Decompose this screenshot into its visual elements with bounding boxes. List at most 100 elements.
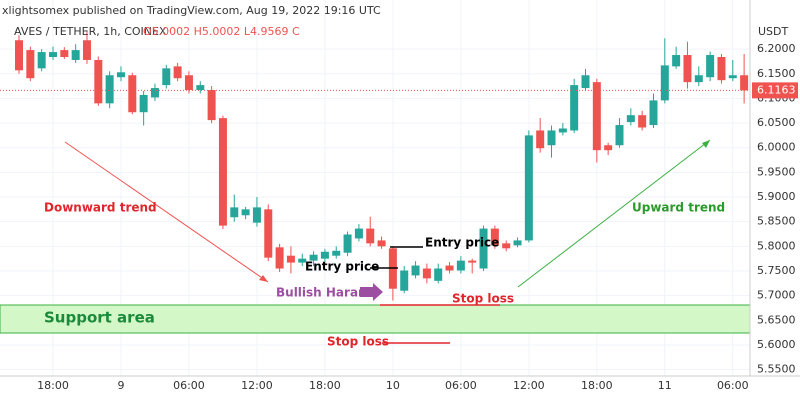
candle-body: [252, 207, 261, 223]
annotation: Support area: [44, 309, 155, 327]
x-tick-label: 10: [386, 379, 400, 392]
candle-body: [660, 65, 669, 101]
annotation: Entry price: [305, 260, 379, 274]
arrow-head: [702, 140, 710, 148]
x-tick-label: 9: [117, 379, 124, 392]
x-tick-label: 12:00: [241, 379, 273, 392]
candle-body: [184, 75, 193, 91]
y-tick-label: 5.5500: [757, 363, 796, 376]
annotation: Bullish Harami: [276, 286, 375, 300]
candle-body: [740, 75, 749, 91]
candle-body: [524, 135, 533, 241]
candle-body: [377, 240, 386, 247]
candle-body: [207, 90, 216, 121]
up-arrow: [517, 139, 711, 288]
candle-body: [717, 56, 726, 81]
candle-body: [502, 243, 511, 249]
y-tick-label: 5.8000: [757, 239, 796, 252]
last-price-box: [752, 82, 798, 99]
y-tick-label: 5.6500: [757, 313, 796, 326]
annotation: Upward trend: [632, 201, 725, 215]
x-tick-label: 18:00: [581, 379, 613, 392]
candle-body: [173, 66, 182, 79]
y-tick-label: 6.0500: [757, 116, 796, 129]
candle-body: [275, 247, 284, 269]
candle-body: [286, 255, 295, 263]
annotation: Stop loss: [327, 335, 389, 349]
candle-body: [116, 72, 125, 78]
candle-body: [490, 228, 499, 246]
arrow-head: [259, 275, 268, 282]
candle-body: [162, 68, 171, 86]
candle-body: [48, 52, 57, 57]
candle-body: [332, 250, 341, 256]
y-tick-label: 6.1500: [757, 67, 796, 80]
candle-body: [706, 55, 715, 78]
candle-body: [468, 260, 477, 263]
annotation: Entry price: [425, 236, 499, 250]
candle-body: [128, 75, 137, 113]
candle-body: [581, 75, 590, 89]
down-arrow: [64, 141, 269, 283]
candle-body: [218, 118, 227, 226]
candle-body: [604, 145, 613, 151]
candle-body: [400, 270, 409, 291]
y-tick-label: 5.8500: [757, 215, 796, 228]
candle-body: [150, 88, 159, 98]
symbol: AVES / TETHER, 1h, COINEX: [14, 25, 167, 38]
candle-body: [422, 268, 431, 279]
candle-body: [105, 75, 114, 104]
candle-body: [60, 50, 69, 57]
candle-body: [196, 85, 205, 91]
candle-body: [570, 85, 579, 131]
candle-body: [649, 100, 658, 126]
y-tick-label: 6.0000: [757, 141, 796, 154]
candle-body: [445, 265, 454, 271]
y-tick-label: 6.2000: [757, 42, 796, 55]
harami-arrow: [360, 283, 383, 301]
candle-body: [728, 75, 737, 79]
candle-body: [320, 251, 329, 259]
last-price-label: 6.1163: [757, 83, 796, 96]
candle-body: [638, 115, 647, 128]
candle-body: [366, 228, 375, 244]
candle-body: [230, 207, 239, 218]
y-tick-label: 5.7000: [757, 289, 796, 302]
candle-body: [626, 115, 635, 123]
publisher: xlightsomex published on TradingView.com…: [2, 4, 381, 17]
candle-body: [547, 130, 556, 146]
x-tick-label: 18:00: [309, 379, 341, 392]
candle-body: [94, 59, 103, 104]
y-tick-label: 5.7500: [757, 264, 796, 277]
candle-body: [241, 209, 250, 216]
x-tick-label: 06:00: [173, 379, 205, 392]
candle-body: [683, 55, 692, 83]
candle-body: [615, 125, 624, 146]
candle-body: [26, 50, 35, 79]
candle-body: [558, 128, 567, 133]
x-tick-label: 06:00: [717, 379, 749, 392]
candle-body: [15, 40, 23, 71]
candle-body: [71, 50, 80, 60]
candle-body: [456, 260, 465, 271]
ohlc: O5.0002 H5.0002 L4.9569 C: [143, 25, 300, 38]
candle-body: [309, 254, 318, 261]
candles: [15, 30, 749, 301]
candle-body: [139, 94, 148, 113]
annotation: Downward trend: [44, 201, 157, 215]
candle-body: [82, 40, 91, 60]
x-tick-label: 12:00: [513, 379, 545, 392]
candle-body: [592, 82, 601, 151]
candle-body: [37, 52, 46, 69]
x-tick-label: 18:00: [37, 379, 69, 392]
y-unit: USDT: [758, 25, 789, 38]
candle-body: [479, 228, 488, 269]
y-tick-label: 5.9500: [757, 165, 796, 178]
candle-body: [536, 130, 545, 149]
candle-body: [672, 55, 681, 67]
candle-body: [513, 240, 522, 246]
support-zone: [0, 304, 751, 334]
candle-body: [264, 209, 273, 258]
candle-body: [298, 258, 307, 263]
